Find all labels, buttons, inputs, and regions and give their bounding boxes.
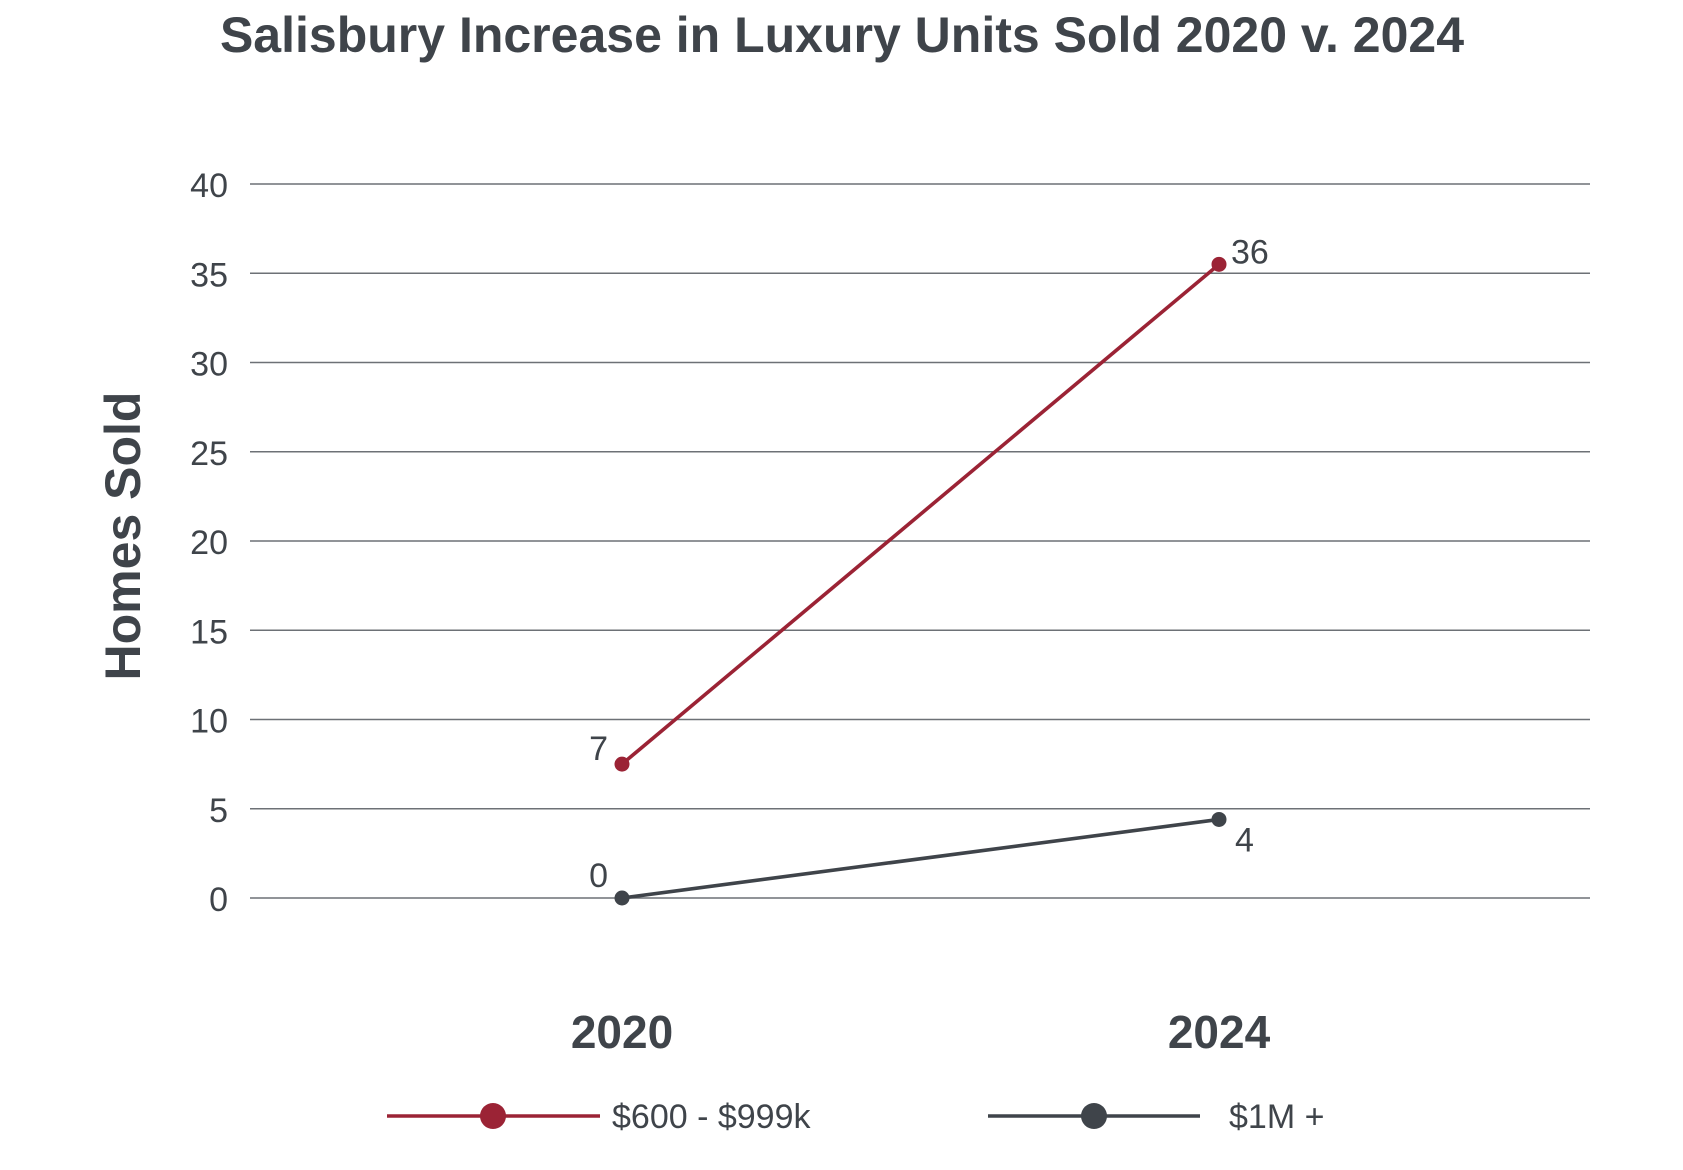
y-tick-label: 20 (190, 524, 228, 562)
x-tick-label-2024: 2024 (1168, 1006, 1271, 1058)
y-tick-label: 30 (190, 346, 228, 384)
y-tick-label: 5 (209, 792, 228, 830)
data-point (614, 890, 630, 906)
gridlines (250, 183, 1590, 899)
x-tick-label-2020: 2020 (571, 1006, 673, 1058)
data-label: 4 (1235, 821, 1254, 859)
legend-marker (480, 1103, 506, 1129)
y-tick-label: 10 (190, 703, 228, 741)
series-line (621, 817, 1220, 900)
chart-title: Salisbury Increase in Luxury Units Sold … (220, 7, 1464, 63)
data-point (1211, 811, 1227, 827)
y-axis-ticks: 0 5 10 15 20 25 30 35 40 (190, 167, 228, 919)
data-point (614, 756, 630, 772)
legend-label: $1M + (1229, 1098, 1324, 1136)
y-axis-label: Homes Sold (95, 392, 151, 681)
y-tick-label: 25 (190, 435, 228, 473)
y-tick-label: 35 (190, 256, 228, 294)
legend-label: $600 - $999k (612, 1098, 811, 1136)
data-label: 0 (589, 857, 608, 895)
y-tick-label: 0 (209, 881, 228, 919)
legend: $600 - $999k $1M + (387, 1098, 1324, 1136)
series-line (620, 262, 1221, 766)
data-label: 36 (1231, 233, 1269, 271)
y-tick-label: 40 (190, 167, 228, 205)
series-2: 04 (589, 811, 1254, 906)
legend-item-2: $1M + (988, 1098, 1324, 1136)
y-tick-label: 15 (190, 613, 228, 651)
series-1: 7 36 (589, 233, 1269, 772)
data-point (1211, 256, 1227, 272)
legend-item-1: $600 - $999k (387, 1098, 811, 1136)
legend-marker (1081, 1103, 1107, 1129)
x-axis-ticks: 2020 2024 (571, 1006, 1271, 1058)
data-label: 7 (589, 730, 608, 768)
